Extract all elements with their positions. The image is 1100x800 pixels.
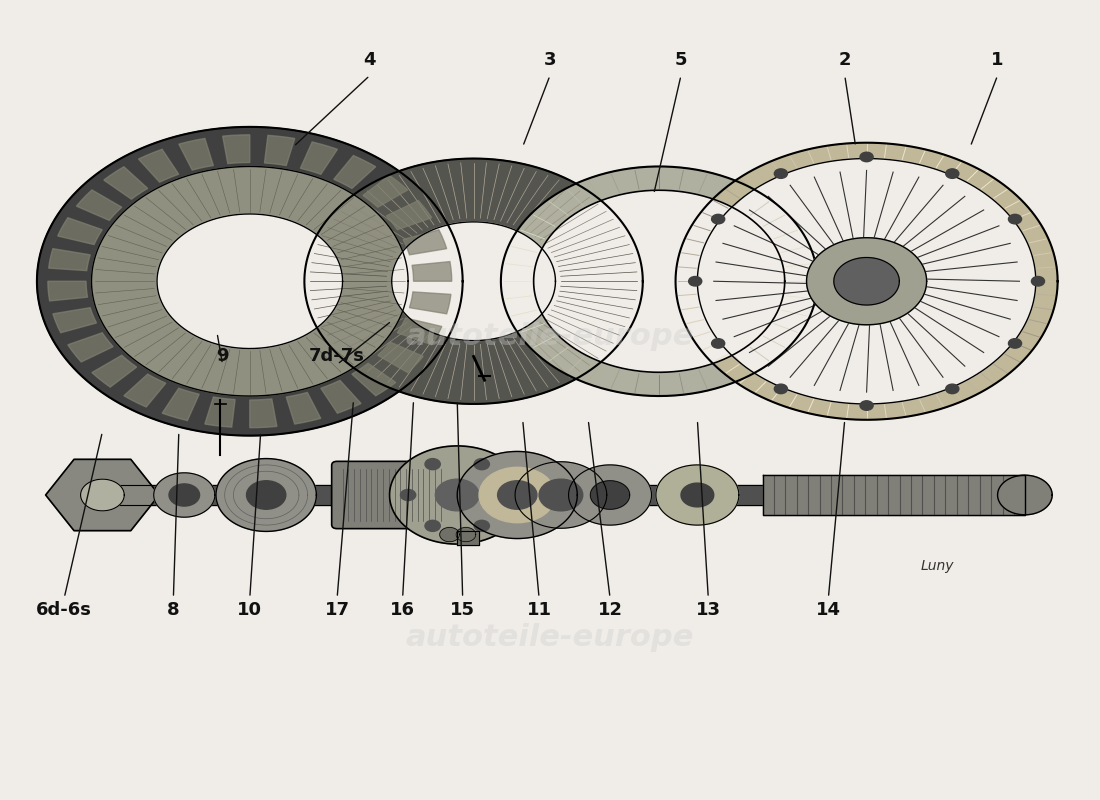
- Circle shape: [458, 451, 578, 538]
- Polygon shape: [179, 138, 213, 170]
- Circle shape: [712, 214, 725, 224]
- Circle shape: [689, 277, 702, 286]
- Circle shape: [946, 384, 959, 394]
- Polygon shape: [681, 483, 714, 507]
- Polygon shape: [205, 397, 235, 427]
- Polygon shape: [305, 158, 642, 404]
- Polygon shape: [377, 342, 424, 373]
- Polygon shape: [300, 142, 338, 174]
- Text: 6d-6s: 6d-6s: [36, 601, 92, 618]
- Text: 8: 8: [167, 601, 179, 618]
- Circle shape: [1009, 214, 1022, 224]
- Polygon shape: [363, 175, 408, 207]
- Circle shape: [169, 484, 199, 506]
- Polygon shape: [409, 292, 451, 314]
- Polygon shape: [352, 363, 396, 396]
- Circle shape: [712, 338, 725, 348]
- Circle shape: [474, 458, 490, 470]
- Circle shape: [456, 527, 476, 542]
- Circle shape: [998, 475, 1053, 514]
- Text: 9: 9: [217, 347, 229, 366]
- Text: autoteile-europe: autoteile-europe: [406, 623, 694, 652]
- Circle shape: [154, 473, 215, 517]
- Text: 15: 15: [450, 601, 475, 618]
- Text: autoteile-europe: autoteile-europe: [406, 322, 694, 351]
- Text: Luny: Luny: [921, 559, 955, 574]
- Polygon shape: [222, 134, 250, 163]
- Polygon shape: [91, 166, 408, 396]
- Circle shape: [860, 152, 873, 162]
- Text: 3: 3: [543, 50, 557, 69]
- Polygon shape: [386, 201, 431, 230]
- Polygon shape: [162, 388, 199, 421]
- Polygon shape: [333, 155, 376, 189]
- Circle shape: [498, 490, 514, 501]
- Text: 5: 5: [674, 50, 688, 69]
- Text: 17: 17: [324, 601, 350, 618]
- Circle shape: [425, 520, 440, 531]
- Circle shape: [1032, 277, 1045, 286]
- Circle shape: [515, 462, 607, 528]
- Polygon shape: [697, 158, 1036, 404]
- Circle shape: [946, 169, 959, 178]
- Polygon shape: [403, 230, 447, 255]
- Circle shape: [774, 169, 788, 178]
- Circle shape: [436, 479, 478, 511]
- Polygon shape: [68, 333, 113, 362]
- Polygon shape: [286, 393, 321, 424]
- Polygon shape: [321, 380, 361, 414]
- Polygon shape: [92, 355, 136, 387]
- Polygon shape: [53, 308, 97, 333]
- Circle shape: [539, 479, 583, 511]
- Polygon shape: [675, 142, 1057, 420]
- Polygon shape: [45, 459, 159, 530]
- Polygon shape: [500, 166, 817, 396]
- Circle shape: [440, 527, 460, 542]
- Circle shape: [497, 481, 537, 510]
- Polygon shape: [47, 282, 88, 301]
- Circle shape: [1009, 338, 1022, 348]
- Polygon shape: [48, 249, 90, 270]
- Polygon shape: [124, 374, 166, 407]
- Polygon shape: [250, 399, 277, 428]
- Text: 2: 2: [838, 50, 851, 69]
- Circle shape: [389, 446, 525, 544]
- Circle shape: [80, 479, 124, 511]
- Polygon shape: [397, 318, 442, 345]
- Text: 12: 12: [597, 601, 623, 618]
- Polygon shape: [834, 258, 900, 305]
- Polygon shape: [103, 166, 147, 199]
- Text: 7d-7s: 7d-7s: [309, 347, 365, 366]
- Polygon shape: [656, 465, 739, 525]
- Text: 16: 16: [390, 601, 415, 618]
- Polygon shape: [806, 238, 926, 325]
- Text: 13: 13: [696, 601, 720, 618]
- Circle shape: [246, 481, 286, 510]
- Circle shape: [774, 384, 788, 394]
- Polygon shape: [57, 218, 102, 245]
- Text: 11: 11: [527, 601, 551, 618]
- Polygon shape: [37, 127, 463, 436]
- Circle shape: [860, 401, 873, 410]
- Polygon shape: [157, 214, 342, 349]
- Circle shape: [478, 467, 556, 522]
- Text: 14: 14: [816, 601, 840, 618]
- Text: 10: 10: [238, 601, 262, 618]
- Polygon shape: [76, 190, 122, 220]
- Polygon shape: [534, 190, 784, 372]
- FancyBboxPatch shape: [332, 462, 452, 529]
- Polygon shape: [412, 262, 452, 282]
- Polygon shape: [591, 481, 629, 510]
- Circle shape: [216, 458, 317, 531]
- Polygon shape: [392, 222, 556, 341]
- Polygon shape: [569, 465, 651, 525]
- Text: 4: 4: [364, 50, 376, 69]
- Circle shape: [400, 490, 416, 501]
- Polygon shape: [264, 135, 295, 166]
- Text: 1: 1: [991, 50, 1004, 69]
- Circle shape: [425, 458, 440, 470]
- Circle shape: [474, 520, 490, 531]
- Polygon shape: [139, 150, 178, 182]
